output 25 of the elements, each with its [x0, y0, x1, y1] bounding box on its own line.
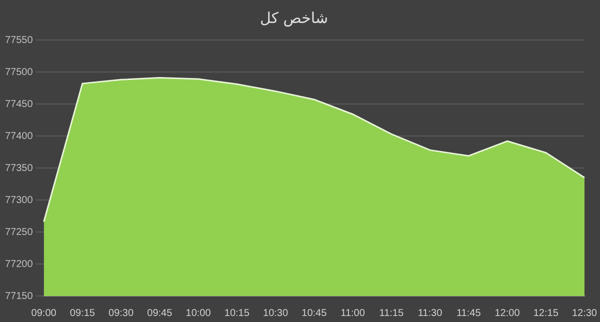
x-tick-label: 09:00	[31, 308, 57, 319]
x-tick-label: 11:30	[418, 308, 443, 319]
x-tick-label: 12:15	[533, 308, 559, 319]
x-tick-label: 10:00	[186, 308, 212, 319]
y-tick-label: 77150	[4, 290, 34, 302]
x-tick-label: 09:45	[147, 308, 173, 319]
y-tick-label: 77500	[4, 66, 34, 78]
y-tick-label: 77450	[4, 98, 34, 110]
x-tick-label: 10:45	[302, 308, 328, 319]
x-tick-label: 12:00	[494, 308, 520, 319]
x-tick-label: 12:30	[572, 308, 598, 319]
y-tick-label: 77200	[4, 258, 34, 270]
x-tick-label: 09:15	[70, 308, 96, 319]
x-tick-label: 10:30	[263, 308, 288, 319]
x-tick-label: 10:15	[224, 308, 250, 319]
y-tick-label: 77300	[4, 194, 34, 206]
chart-title: شاخص کل	[260, 8, 328, 27]
x-tick-label: 09:30	[108, 308, 134, 319]
y-tick-label: 77550	[4, 34, 34, 46]
x-tick-label: 11:00	[340, 308, 366, 319]
x-tick-label: 11:15	[379, 308, 404, 319]
y-tick-label: 77350	[4, 162, 34, 174]
y-tick-label: 77250	[4, 226, 34, 238]
y-tick-label: 77400	[4, 130, 34, 142]
x-tick-label: 11:45	[456, 308, 482, 319]
